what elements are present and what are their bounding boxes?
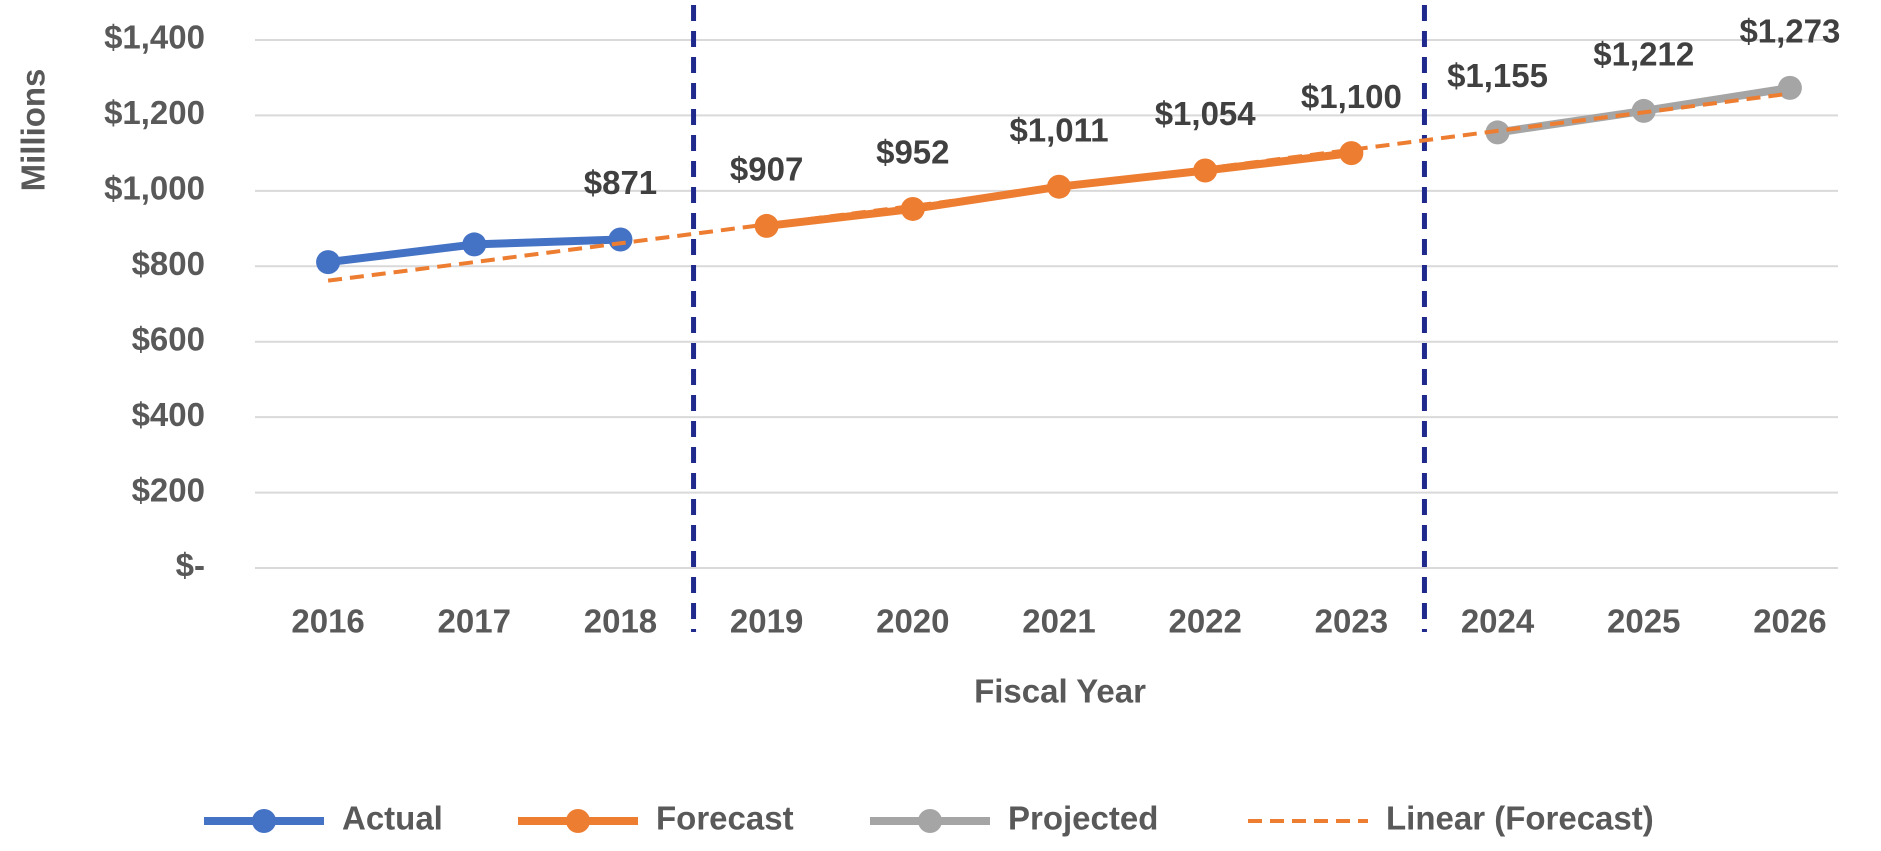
y-tick-label: $1,400 (104, 19, 205, 56)
legend-label: Forecast (656, 800, 794, 837)
point (900, 196, 925, 221)
data-label: $1,155 (1447, 57, 1548, 94)
point (1777, 75, 1802, 100)
x-axis-title: Fiscal Year (974, 673, 1146, 710)
legend-marker (566, 809, 590, 833)
x-tick-label: 2019 (730, 603, 803, 640)
legend-marker (252, 809, 276, 833)
x-tick-label: 2017 (438, 603, 511, 640)
x-tick-label: 2022 (1168, 603, 1241, 640)
point (462, 232, 487, 257)
data-label: $871 (584, 164, 657, 201)
x-tick-label: 2018 (584, 603, 657, 640)
x-tick-label: 2026 (1753, 603, 1826, 640)
data-label: $1,011 (1009, 111, 1108, 148)
legend-label: Actual (342, 800, 443, 837)
data-label: $1,100 (1301, 78, 1402, 115)
x-tick-label: 2024 (1461, 603, 1535, 640)
x-tick-label: 2016 (291, 603, 364, 640)
legend-label: Projected (1008, 800, 1158, 837)
y-tick-label: $400 (132, 396, 205, 433)
trend-line (327, 91, 1791, 283)
y-tick-label: $800 (132, 245, 205, 282)
legend-marker (918, 809, 942, 833)
y-tick-label: $1,000 (104, 170, 205, 207)
legend-label: Linear (Forecast) (1386, 800, 1654, 837)
data-label: $952 (876, 134, 949, 171)
x-tick-label: 2020 (876, 603, 949, 640)
y-tick-label: $- (176, 547, 205, 584)
data-label: $1,273 (1739, 13, 1840, 50)
y-axis-title: Millions (15, 69, 52, 192)
point (316, 250, 341, 275)
data-label: $907 (730, 151, 803, 188)
y-tick-label: $1,200 (104, 94, 205, 131)
x-tick-label: 2021 (1022, 603, 1095, 640)
y-tick-label: $200 (132, 471, 205, 508)
point (1339, 141, 1364, 166)
x-tick-label: 2023 (1315, 603, 1388, 640)
data-label: $1,054 (1155, 95, 1257, 132)
data-label: $1,212 (1593, 36, 1694, 73)
y-tick-label: $600 (132, 320, 205, 357)
x-tick-label: 2025 (1607, 603, 1680, 640)
point (608, 227, 633, 252)
